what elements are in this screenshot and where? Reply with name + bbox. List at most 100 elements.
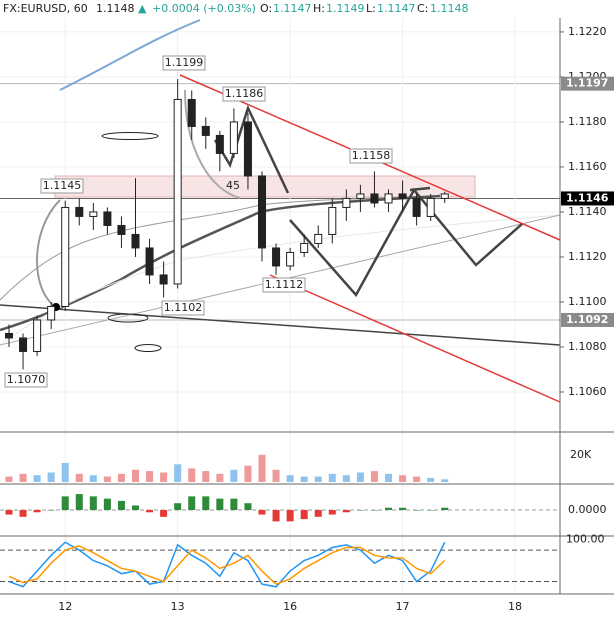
annotation-box <box>262 277 306 293</box>
volume-bar <box>342 475 350 482</box>
y-tick-label: 1.1080 <box>568 340 607 353</box>
candle-body <box>440 193 449 199</box>
candle-body <box>187 98 196 127</box>
volume-bar <box>300 476 308 482</box>
candle-body <box>384 193 393 204</box>
annotation-box <box>349 148 393 164</box>
macd-bar <box>342 510 350 513</box>
candle-body <box>412 197 421 217</box>
c-label: C: <box>417 2 428 15</box>
x-tick-label: 16 <box>283 600 297 613</box>
annotation: 45 <box>226 179 240 192</box>
volume-bar <box>258 454 266 482</box>
candle-body <box>131 233 140 249</box>
macd-bar <box>328 510 336 515</box>
annotations: 1.1199 1.1186 1.1158 1.1145 1.1112 1.110… <box>4 55 393 388</box>
volume-bar <box>103 476 111 482</box>
volume-bar <box>216 473 224 482</box>
annotation-box <box>40 178 84 194</box>
volume-bar <box>356 472 364 482</box>
volume-bar <box>385 473 393 482</box>
macd-bar <box>131 505 140 510</box>
candle-body <box>272 247 281 267</box>
h-label: H: <box>313 2 325 15</box>
x-tick-label: 17 <box>396 600 410 613</box>
volume-bar <box>370 471 378 482</box>
annotation: 1.1070 <box>7 373 46 386</box>
volume-bar <box>272 469 280 482</box>
last: 1.1148 <box>96 2 135 15</box>
annotation: 1.1102 <box>164 301 203 314</box>
volume-bar <box>314 476 322 482</box>
ellipse <box>101 132 159 140</box>
macd-bar <box>61 496 69 510</box>
candle-body <box>159 274 168 285</box>
macd-bar <box>356 510 364 511</box>
macd-bar <box>441 507 449 510</box>
macd-bar <box>413 510 421 511</box>
candle-body <box>145 247 154 276</box>
c: 1.1148 <box>430 2 469 15</box>
candle-body <box>356 193 365 199</box>
volume-bar <box>146 471 154 482</box>
l: 1.1147 <box>377 2 416 15</box>
candle-body <box>328 206 337 235</box>
volume-bar <box>5 476 13 482</box>
macd-bar <box>272 510 280 522</box>
candle-body <box>398 193 407 199</box>
volume-bar <box>89 475 97 482</box>
candle-body <box>370 193 379 204</box>
projection <box>409 186 431 192</box>
y-tick-label: 1.1100 <box>568 295 607 308</box>
candle-body <box>300 242 309 253</box>
y-tick-label: 100.00 <box>566 533 605 546</box>
y-tick-label: 1.1180 <box>568 115 607 128</box>
macd-bar <box>47 510 55 511</box>
candle-body <box>75 206 84 217</box>
support-line <box>269 274 561 403</box>
volume-bar <box>33 475 41 482</box>
candle-body <box>342 197 351 208</box>
header: FX:EURUSD, 60 1.1148 ▲ +0.0004 (+0.03%) … <box>3 2 469 15</box>
annotation-box <box>161 300 205 316</box>
candle-body <box>243 121 252 177</box>
y-tick-label: 1.1160 <box>568 160 607 173</box>
candle-body <box>173 98 182 285</box>
volume-bar <box>286 475 294 482</box>
volume-bar <box>61 462 69 482</box>
stoch-line <box>8 541 446 588</box>
ellipse <box>107 313 149 323</box>
macd-bar <box>244 503 252 510</box>
price-badge-label: 1.1146 <box>566 191 609 204</box>
macd-bar <box>188 496 196 510</box>
volume-bar <box>328 473 336 482</box>
macd-bar <box>5 510 13 515</box>
macd-bar <box>202 496 210 510</box>
y-tick-label: 0.0000 <box>568 503 607 516</box>
candle-body <box>257 175 267 249</box>
annotation-box <box>4 372 48 388</box>
volume-bar <box>131 469 140 482</box>
volume-bar <box>427 477 435 482</box>
x-tick-label: 12 <box>58 600 72 613</box>
candle-body <box>89 211 98 217</box>
candle-body <box>286 251 295 267</box>
volume-bar <box>399 475 407 482</box>
candle-body <box>215 134 224 154</box>
annotation: 1.1186 <box>225 87 264 100</box>
macd-bar <box>230 498 238 510</box>
volume-bar <box>230 469 238 482</box>
x-tick-label: 13 <box>171 600 185 613</box>
volume-bar <box>413 476 421 482</box>
candle-body <box>103 211 112 226</box>
candle-body <box>47 305 56 321</box>
macd-bar <box>89 496 97 510</box>
candle-body <box>201 125 210 136</box>
candle-body <box>4 332 14 339</box>
band <box>59 19 201 91</box>
candle-body <box>426 197 435 217</box>
price-badge <box>561 191 614 206</box>
annotation: 1.1158 <box>352 149 391 162</box>
